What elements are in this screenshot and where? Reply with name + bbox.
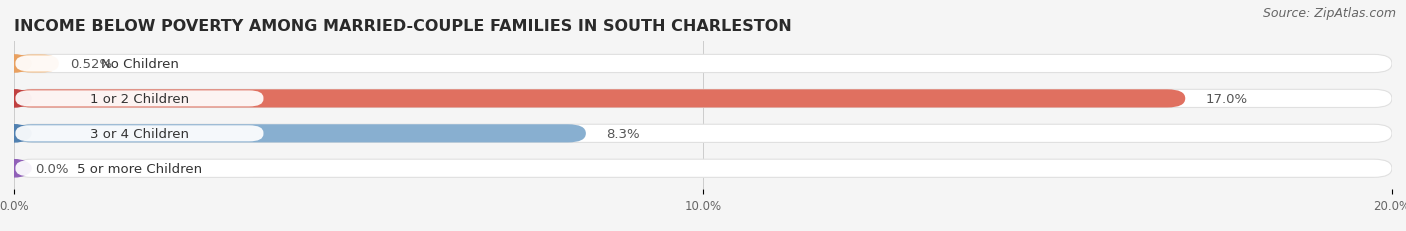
Text: 0.0%: 0.0%: [35, 162, 69, 175]
Text: INCOME BELOW POVERTY AMONG MARRIED-COUPLE FAMILIES IN SOUTH CHARLESTON: INCOME BELOW POVERTY AMONG MARRIED-COUPL…: [14, 18, 792, 33]
FancyBboxPatch shape: [15, 161, 263, 176]
FancyBboxPatch shape: [15, 56, 263, 72]
Text: Source: ZipAtlas.com: Source: ZipAtlas.com: [1263, 7, 1396, 20]
FancyBboxPatch shape: [14, 159, 1392, 178]
FancyBboxPatch shape: [14, 125, 586, 143]
Text: 0.52%: 0.52%: [70, 58, 112, 71]
FancyBboxPatch shape: [14, 90, 1392, 108]
FancyBboxPatch shape: [14, 55, 1392, 73]
Text: 3 or 4 Children: 3 or 4 Children: [90, 127, 188, 140]
Text: No Children: No Children: [100, 58, 179, 71]
Circle shape: [0, 160, 31, 177]
FancyBboxPatch shape: [14, 90, 1185, 108]
FancyBboxPatch shape: [14, 125, 1392, 143]
Text: 8.3%: 8.3%: [606, 127, 640, 140]
Text: 1 or 2 Children: 1 or 2 Children: [90, 92, 188, 105]
Text: 17.0%: 17.0%: [1206, 92, 1249, 105]
Circle shape: [0, 56, 31, 73]
Circle shape: [0, 90, 31, 108]
Circle shape: [0, 125, 31, 142]
Text: 5 or more Children: 5 or more Children: [77, 162, 202, 175]
FancyBboxPatch shape: [15, 126, 263, 142]
FancyBboxPatch shape: [15, 91, 263, 107]
FancyBboxPatch shape: [14, 55, 59, 73]
